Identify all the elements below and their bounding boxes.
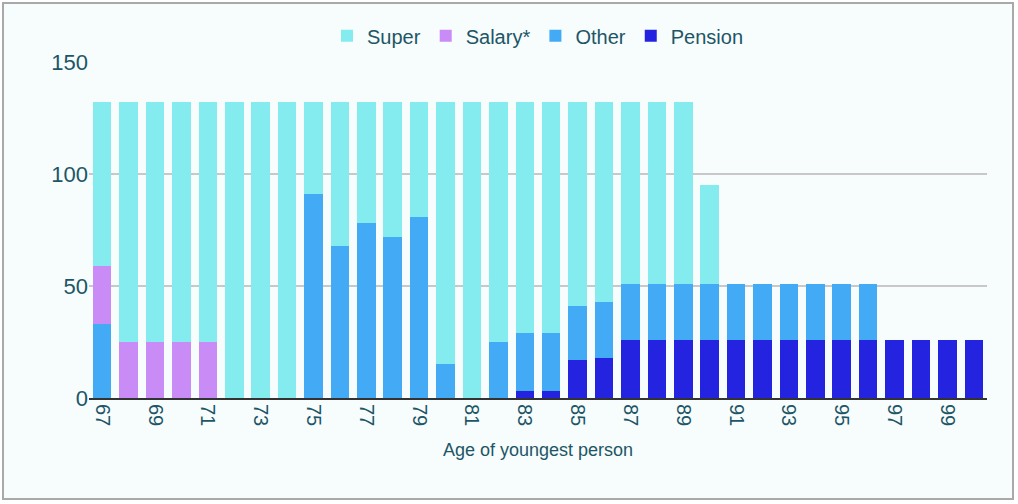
svg-text:95: 95 (831, 404, 853, 426)
svg-text:Other: Other (575, 26, 625, 48)
svg-text:87: 87 (620, 404, 642, 426)
svg-text:83: 83 (514, 404, 536, 426)
svg-text:0: 0 (76, 386, 88, 411)
svg-text:91: 91 (726, 404, 748, 426)
svg-text:Salary*: Salary* (466, 26, 531, 48)
svg-text:71: 71 (197, 404, 219, 426)
svg-text:Super: Super (367, 26, 421, 48)
svg-text:79: 79 (409, 404, 431, 426)
svg-text:85: 85 (567, 404, 589, 426)
svg-text:81: 81 (461, 404, 483, 426)
svg-text:75: 75 (303, 404, 325, 426)
svg-text:93: 93 (778, 404, 800, 426)
svg-text:150: 150 (51, 50, 88, 75)
svg-text:89: 89 (673, 404, 695, 426)
svg-text:97: 97 (884, 404, 906, 426)
svg-text:50: 50 (64, 274, 88, 299)
svg-text:73: 73 (250, 404, 272, 426)
svg-text:69: 69 (145, 404, 167, 426)
svg-text:99: 99 (937, 404, 959, 426)
svg-text:100: 100 (51, 162, 88, 187)
svg-text:Pension: Pension (671, 26, 743, 48)
svg-text:77: 77 (356, 404, 378, 426)
svg-text:67: 67 (92, 404, 114, 426)
svg-text:Age of youngest person: Age of youngest person (443, 440, 633, 460)
